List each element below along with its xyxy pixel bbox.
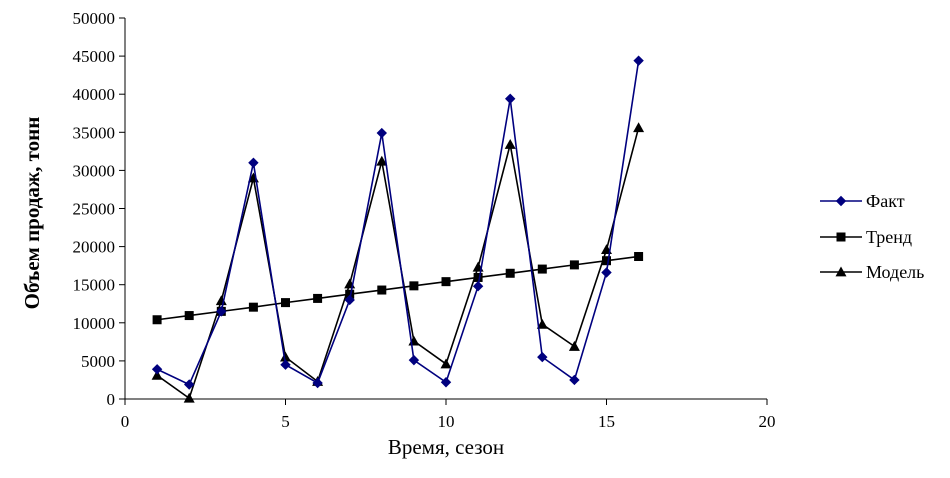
- series-square: [152, 252, 644, 325]
- axes: [119, 17, 768, 405]
- data-point: [280, 351, 291, 362]
- data-point: [505, 268, 515, 278]
- data-point: [215, 295, 227, 306]
- y-tick-label: 0: [107, 390, 116, 409]
- data-point: [312, 377, 323, 389]
- data-point: [601, 267, 612, 278]
- series-line: [156, 60, 640, 386]
- data-point: [152, 315, 162, 325]
- y-tick-label: 10000: [73, 314, 116, 333]
- y-tick-label: 40000: [73, 85, 116, 104]
- data-point: [440, 358, 452, 369]
- y-tick-label: 30000: [73, 161, 116, 180]
- data-point: [376, 127, 388, 139]
- series: [151, 55, 645, 403]
- data-point: [248, 302, 258, 312]
- data-point: [537, 264, 547, 274]
- y-tick-label: 15000: [73, 276, 116, 295]
- data-point: [345, 289, 355, 299]
- data-point: [313, 293, 323, 303]
- legend-label: Тренд: [866, 227, 912, 247]
- data-point: [151, 364, 163, 375]
- y-tick-label: 45000: [73, 47, 116, 66]
- data-point: [504, 138, 516, 149]
- data-point: [537, 351, 548, 363]
- tick-labels: 0 5000 10000 15000 20000 25000 30000 35000 40000…: [73, 9, 776, 431]
- data-point: [569, 260, 579, 270]
- data-point: [568, 340, 580, 351]
- data-point: [441, 277, 451, 287]
- series-line: [156, 127, 640, 400]
- data-point: [472, 281, 484, 292]
- data-point: [376, 155, 388, 166]
- y-axis-title: Объем продаж, тонн: [20, 117, 44, 310]
- legend-marker: [835, 195, 847, 207]
- data-point: [280, 359, 291, 370]
- series-diamond: [151, 55, 644, 390]
- x-axis-title: Время, сезон: [388, 435, 504, 459]
- legend-entry: Факт: [820, 191, 905, 211]
- data-point: [409, 281, 419, 291]
- data-point: [633, 55, 644, 66]
- data-point: [216, 306, 227, 317]
- x-tick-label: 0: [121, 412, 130, 431]
- legend: Факт Тренд Модель: [820, 191, 924, 282]
- data-point: [569, 374, 580, 386]
- data-point: [440, 377, 452, 388]
- data-point: [634, 252, 644, 262]
- data-point: [536, 318, 548, 329]
- legend-label: Модель: [866, 262, 924, 282]
- y-tick-label: 50000: [73, 9, 116, 28]
- data-point: [377, 285, 387, 295]
- legend-label: Факт: [866, 191, 905, 211]
- legend-marker: [836, 232, 846, 242]
- legend-entry: Модель: [820, 262, 924, 282]
- data-point: [183, 392, 195, 403]
- data-point: [151, 369, 163, 380]
- data-point: [408, 354, 420, 366]
- x-tick-label: 10: [438, 412, 455, 431]
- data-point: [504, 93, 516, 104]
- series-line: [156, 255, 639, 321]
- legend-marker: [835, 266, 847, 277]
- x-tick-label: 5: [281, 412, 290, 431]
- x-tick-label: 15: [598, 412, 615, 431]
- data-point: [248, 157, 259, 168]
- y-tick-label: 20000: [73, 238, 116, 257]
- data-point: [602, 256, 611, 266]
- data-point: [473, 272, 483, 282]
- data-point: [281, 298, 290, 308]
- data-point: [184, 311, 194, 321]
- data-point: [344, 294, 355, 306]
- data-point: [183, 379, 195, 390]
- data-point: [633, 122, 645, 133]
- y-tick-label: 25000: [73, 200, 116, 219]
- legend-entry: Тренд: [820, 227, 912, 247]
- y-tick-label: 35000: [73, 123, 116, 142]
- y-tick-label: 5000: [81, 352, 115, 371]
- x-tick-label: 20: [759, 412, 776, 431]
